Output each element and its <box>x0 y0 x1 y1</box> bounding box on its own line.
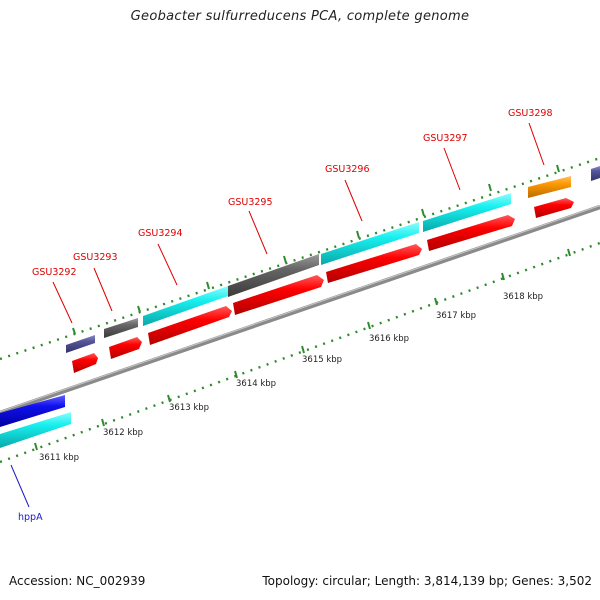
label-gsu3294[interactable]: GSU3294 <box>138 228 183 239</box>
upper-major-tick <box>488 183 492 192</box>
cds-gsu3292[interactable] <box>72 353 98 373</box>
leader-gsu3295 <box>248 210 268 255</box>
upper-major-tick <box>283 255 287 264</box>
label-gsu3295[interactable]: GSU3295 <box>228 197 273 208</box>
label-gsu3296[interactable]: GSU3296 <box>325 164 370 175</box>
label-hppA[interactable]: hppA <box>18 512 43 523</box>
gene-gsu3296-upper[interactable] <box>321 222 419 265</box>
leader-gsu3297 <box>443 147 461 191</box>
cds-gsu3293[interactable] <box>109 337 142 359</box>
axis-label-3615: 3615 kbp <box>302 355 342 365</box>
leader-gsu3296 <box>344 179 363 222</box>
gene-gsu3293-upper[interactable] <box>104 318 138 338</box>
gene-hppA-blue[interactable] <box>0 395 65 427</box>
axis-label-3613: 3613 kbp <box>169 403 209 413</box>
upper-major-tick <box>72 327 76 335</box>
lower-major-tick <box>234 370 238 379</box>
cds-gsu3294[interactable] <box>148 306 232 345</box>
gene-gsu3292-upper[interactable] <box>66 335 95 353</box>
upper-major-tick <box>137 305 141 313</box>
label-gsu3298[interactable]: GSU3298 <box>508 108 553 119</box>
lower-major-tick <box>434 297 438 306</box>
axis-label-3611: 3611 kbp <box>39 453 79 463</box>
axis-label-3612: 3612 kbp <box>103 428 143 438</box>
cds-gsu3298[interactable] <box>534 198 574 218</box>
upper-major-tick <box>421 208 425 217</box>
gene-gsu3295-upper[interactable] <box>228 254 319 297</box>
leader-gsu3293 <box>93 267 113 312</box>
gene-hppA-cyan[interactable] <box>0 412 71 448</box>
lower-major-tick <box>301 345 305 354</box>
upper-major-tick <box>356 230 360 239</box>
lower-major-tick <box>101 418 105 427</box>
axis-label-3618: 3618 kbp <box>503 292 543 302</box>
upper-major-tick <box>206 281 210 290</box>
leader-hppA <box>10 464 30 508</box>
gene-gsu3298-upper[interactable] <box>528 176 571 198</box>
gene-gsu3294-upper[interactable] <box>143 286 228 326</box>
leader-gsu3298 <box>528 122 545 166</box>
lower-major-tick <box>367 321 371 330</box>
leader-gsu3292 <box>52 281 73 324</box>
lower-dotted-track <box>0 241 600 464</box>
genome-stats-text: Topology: circular; Length: 3,814,139 bp… <box>262 574 592 588</box>
lower-major-tick <box>501 272 505 281</box>
cds-gsu3296[interactable] <box>326 244 422 283</box>
upper-major-tick <box>556 164 560 173</box>
lower-major-tick <box>34 442 38 451</box>
cds-gsu3297[interactable] <box>427 215 515 251</box>
label-gsu3292[interactable]: GSU3292 <box>32 267 77 278</box>
axis-label-3617: 3617 kbp <box>436 311 476 321</box>
gene-gsu3297-upper[interactable] <box>423 193 511 232</box>
lower-major-tick <box>567 248 571 257</box>
axis-label-3614: 3614 kbp <box>236 379 276 389</box>
genome-title: Geobacter sulfurreducens PCA, complete g… <box>130 9 470 24</box>
label-gsu3297[interactable]: GSU3297 <box>423 133 468 144</box>
leader-gsu3294 <box>157 243 178 286</box>
label-gsu3293[interactable]: GSU3293 <box>73 252 118 263</box>
lower-major-tick <box>167 394 171 403</box>
genome-backbone <box>0 204 600 416</box>
gene-next-upper[interactable] <box>591 166 600 181</box>
axis-label-3616: 3616 kbp <box>369 334 409 344</box>
cds-gsu3295[interactable] <box>233 275 324 315</box>
accession-text: Accession: NC_002939 <box>9 574 146 588</box>
genome-backbone-highlight <box>0 205 600 413</box>
